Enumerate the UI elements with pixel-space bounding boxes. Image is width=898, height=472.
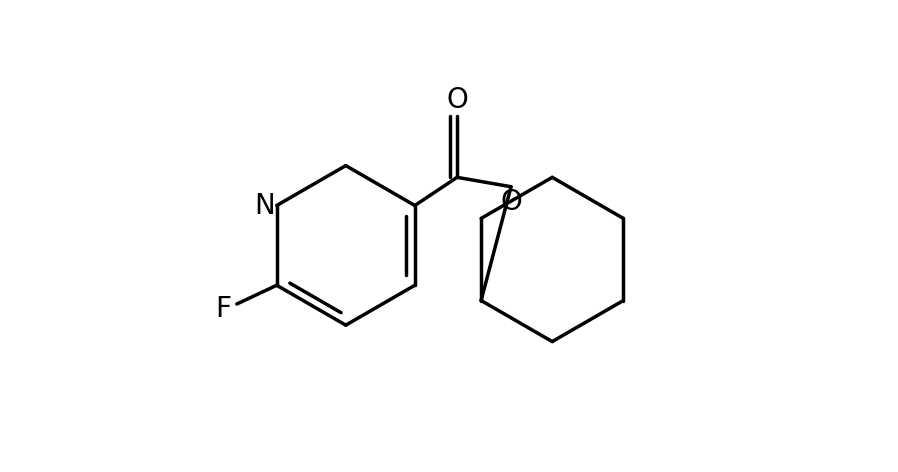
Text: O: O bbox=[446, 86, 468, 114]
Text: N: N bbox=[255, 192, 276, 219]
Text: F: F bbox=[216, 295, 232, 323]
Text: O: O bbox=[500, 188, 522, 216]
